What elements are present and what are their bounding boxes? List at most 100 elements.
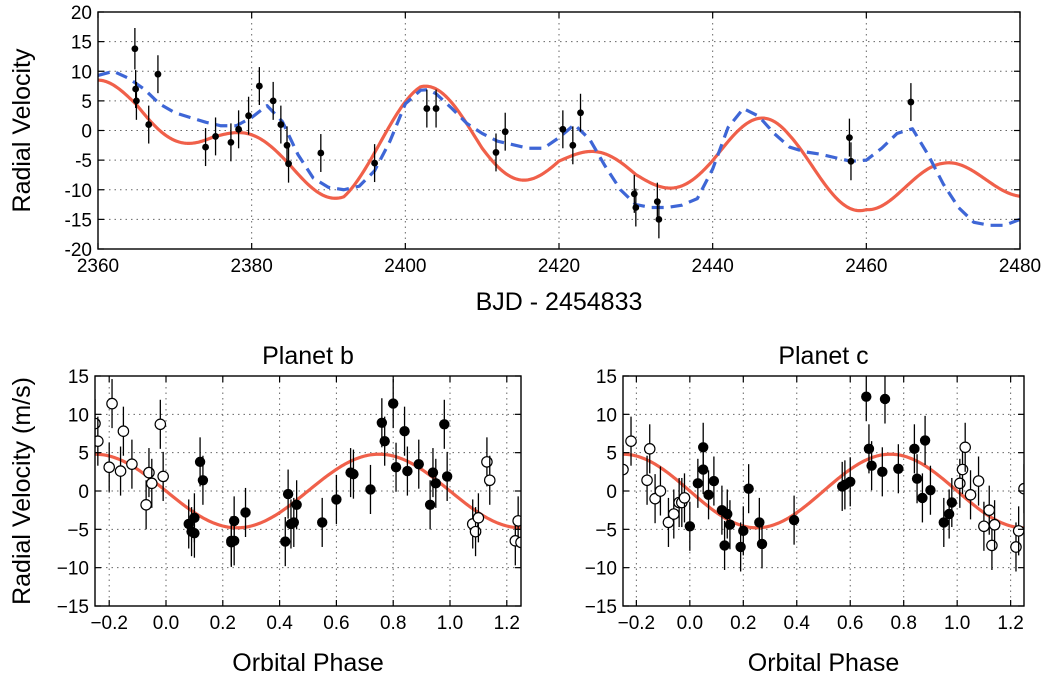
marker: [1010, 541, 1022, 553]
marker: [288, 517, 299, 528]
marker: [371, 159, 378, 167]
marker: [938, 517, 949, 528]
marker: [501, 128, 509, 136]
data-point: [430, 458, 441, 508]
data-point: [724, 500, 736, 550]
plot-area: [95, 379, 521, 567]
marker: [331, 494, 342, 505]
x-tick-label: 1.2: [494, 613, 520, 634]
data-point: [919, 415, 931, 465]
data-point: [255, 67, 263, 106]
data-point: [698, 422, 709, 472]
marker: [423, 105, 431, 112]
data-point: [907, 83, 915, 122]
open-data-point: [126, 439, 138, 489]
x-tick-label: 2400: [384, 256, 426, 277]
y-tick-label: 10: [71, 62, 92, 83]
marker: [189, 527, 200, 539]
data-point: [632, 188, 640, 227]
data-point: [228, 516, 240, 566]
data-point: [277, 105, 285, 144]
marker: [643, 443, 656, 455]
marker: [722, 508, 733, 520]
marker: [917, 492, 928, 504]
marker: [146, 477, 158, 490]
marker: [282, 488, 294, 500]
x-tick-label: 0.2: [210, 613, 236, 634]
marker: [719, 540, 730, 551]
marker: [424, 499, 436, 510]
y-tick-label: 5: [606, 444, 617, 465]
data-point: [154, 55, 162, 94]
marker: [277, 121, 285, 128]
marker: [126, 458, 138, 470]
marker: [956, 463, 969, 476]
marker: [847, 157, 855, 165]
marker: [145, 121, 153, 128]
marker: [228, 535, 240, 547]
marker: [285, 160, 292, 168]
open-data-point: [988, 500, 1001, 550]
y-axis-label: Radial Velocity (m/s): [8, 377, 36, 605]
data-point: [879, 376, 891, 424]
y-axis-label: Radial Velocity: [8, 48, 36, 212]
marker: [235, 125, 243, 133]
x-tick-label: 0.6: [323, 613, 349, 634]
marker: [269, 97, 277, 105]
marker: [959, 441, 971, 454]
marker: [143, 466, 155, 479]
data-point: [202, 128, 209, 167]
x-tick-label: 2380: [231, 256, 273, 277]
data-point: [845, 457, 856, 507]
y-tick-label: 20: [71, 3, 92, 24]
marker: [317, 149, 325, 157]
open-data-point: [667, 489, 680, 539]
x-tick-label: 2440: [692, 256, 734, 277]
data-point: [743, 464, 754, 514]
data-point: [439, 399, 450, 449]
data-point: [413, 439, 424, 489]
x-axis-label: Orbital Phase: [748, 649, 899, 676]
plot-area: [98, 27, 1020, 239]
marker: [157, 470, 169, 483]
marker: [919, 435, 931, 446]
data-point: [423, 89, 431, 128]
marker: [893, 463, 904, 474]
marker: [698, 442, 709, 453]
data-point: [559, 110, 567, 149]
data-point: [866, 441, 877, 491]
open-data-point: [114, 446, 127, 496]
marker: [291, 499, 302, 510]
y-tick-label: −15: [57, 597, 89, 618]
panel-title: Planet b: [262, 342, 354, 370]
data-point: [917, 473, 928, 523]
y-tick-label: 5: [78, 444, 89, 465]
marker: [427, 467, 439, 478]
y-tick-label: 15: [68, 367, 89, 388]
open-data-point: [512, 496, 521, 546]
open-data-point: [654, 466, 667, 516]
open-data-point: [146, 458, 158, 508]
x-tick-label: 0.0: [677, 613, 703, 634]
data-point: [317, 134, 325, 172]
grid-lines: [98, 12, 1020, 249]
marker: [379, 435, 390, 447]
marker: [140, 498, 152, 511]
y-tick-label: 0: [81, 122, 92, 143]
marker: [846, 134, 853, 142]
data-point: [847, 142, 855, 181]
marker: [559, 125, 567, 133]
marker: [667, 508, 680, 520]
marker: [131, 45, 139, 53]
marker: [735, 541, 746, 553]
y-tick-label: 5: [81, 92, 92, 113]
data-point: [877, 447, 888, 497]
data-point: [909, 424, 920, 474]
marker: [925, 485, 936, 496]
marker: [743, 483, 754, 494]
marker: [439, 419, 450, 430]
marker: [632, 204, 640, 211]
marker: [492, 149, 500, 156]
y-tick-label: −5: [67, 520, 89, 541]
